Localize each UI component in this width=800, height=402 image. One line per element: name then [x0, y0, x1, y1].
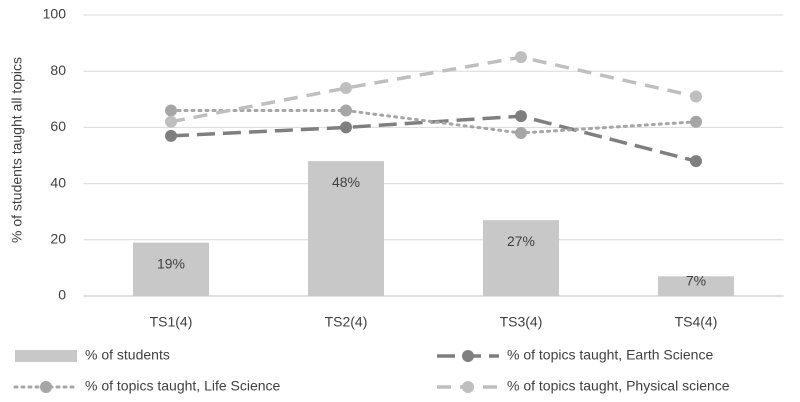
data-label: 27% — [507, 233, 535, 249]
y-tick-label: 80 — [50, 62, 66, 78]
marker — [165, 115, 177, 128]
x-tick-label: TS3(4) — [500, 314, 543, 330]
marker — [340, 104, 352, 117]
x-tick-label: TS2(4) — [325, 314, 368, 330]
marker — [515, 51, 527, 64]
marker — [690, 90, 702, 103]
line — [169, 109, 698, 135]
bar — [133, 242, 209, 296]
marker — [690, 155, 702, 168]
legend-label: % of topics taught, Life Science — [85, 378, 281, 394]
bar — [658, 276, 734, 296]
marker — [165, 129, 177, 142]
data-label: 19% — [157, 255, 185, 271]
legend-marker — [462, 350, 474, 362]
y-axis-label: % of students taught all topics — [9, 57, 25, 243]
marker — [340, 121, 352, 134]
y-tick-label: 20 — [50, 231, 66, 247]
line — [170, 114, 697, 163]
data-label: 7% — [686, 273, 706, 289]
legend-label: % of topics taught, Earth Science — [507, 347, 713, 363]
y-tick-label: 40 — [50, 174, 66, 190]
data-label: 48% — [332, 174, 360, 190]
x-tick-label: TS4(4) — [675, 314, 718, 330]
x-tick-label: TS1(4) — [150, 314, 193, 330]
y-tick-label: 0 — [58, 287, 66, 303]
marker — [340, 82, 352, 95]
legend-marker — [462, 381, 474, 393]
legend-label: % of students — [85, 347, 170, 363]
bar — [308, 161, 384, 296]
y-tick-label: 100 — [43, 6, 67, 22]
y-tick-label: 60 — [50, 118, 66, 134]
marker — [515, 110, 527, 123]
legend-swatch — [15, 350, 77, 362]
marker — [165, 104, 177, 117]
legend-marker — [40, 381, 52, 393]
marker — [515, 127, 527, 140]
legend-label: % of topics taught, Physical science — [507, 378, 730, 394]
line — [170, 55, 697, 124]
bar — [483, 220, 559, 296]
marker — [690, 115, 702, 128]
